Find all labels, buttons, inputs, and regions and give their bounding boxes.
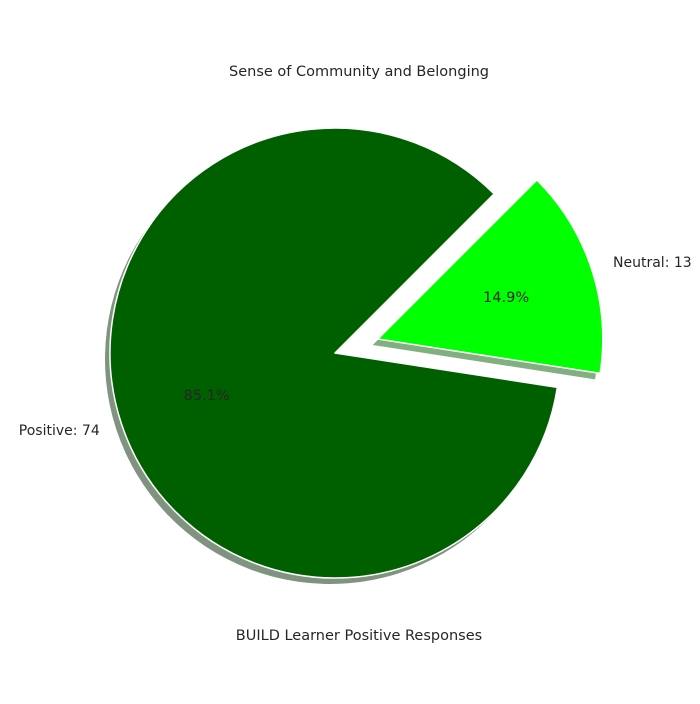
slice-percent-positive: 85.1% [184, 388, 230, 404]
pie-slice-positive [109, 127, 559, 579]
slice-percent-neutral: 14.9% [483, 290, 529, 306]
chart-title: Sense of Community and Belonging [229, 64, 489, 80]
x-axis-label: BUILD Learner Positive Responses [236, 628, 482, 644]
pie-labels: Positive: 74 85.1% Neutral: 13 14.9% [19, 255, 692, 439]
pie-slices [109, 127, 604, 579]
slice-label-neutral: Neutral: 13 [613, 255, 692, 271]
slice-label-positive: Positive: 74 [19, 423, 100, 439]
pie-slice-neutral [377, 179, 604, 375]
